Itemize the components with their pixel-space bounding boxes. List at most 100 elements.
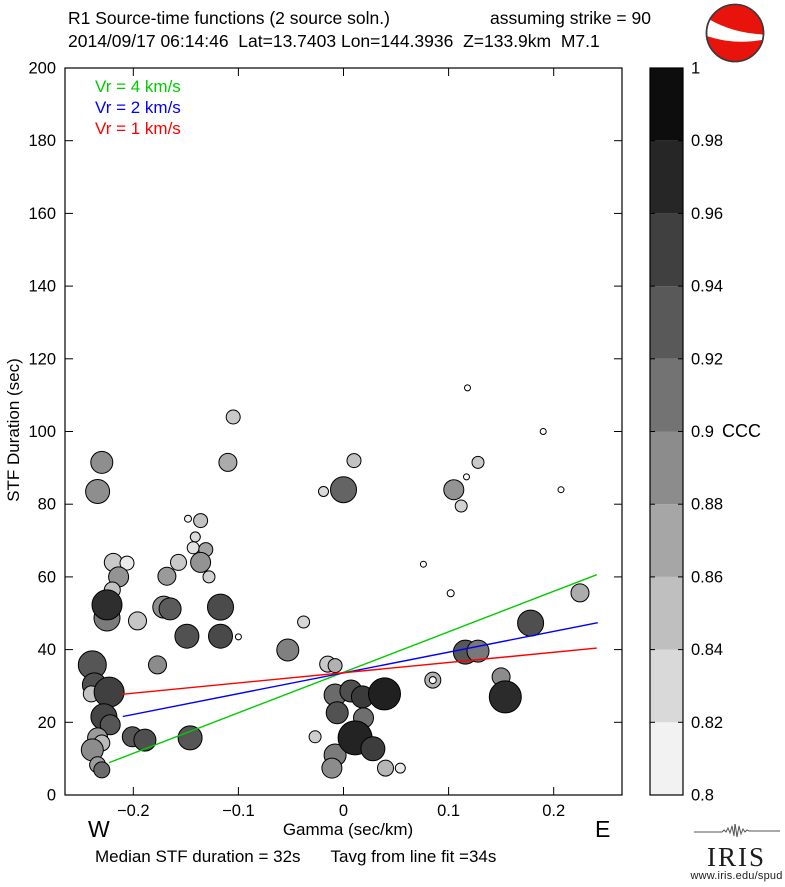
fit-line bbox=[122, 622, 598, 718]
data-point bbox=[128, 611, 147, 631]
data-point bbox=[557, 486, 565, 494]
data-point bbox=[517, 609, 545, 637]
stats-median: Median STF duration = 32s bbox=[95, 847, 301, 866]
y-tick-label: 0 bbox=[47, 787, 56, 805]
data-point bbox=[346, 453, 362, 469]
colorbar-segment bbox=[650, 576, 683, 650]
colorbar-tick-label: 0.88 bbox=[691, 496, 723, 514]
colorbar-tick-label: 0.82 bbox=[691, 714, 723, 732]
data-point bbox=[193, 513, 209, 529]
data-point bbox=[308, 730, 322, 744]
colorbar-segment bbox=[650, 722, 683, 795]
data-point bbox=[570, 583, 590, 603]
legend-item-vr1: Vr = 1 km/s bbox=[95, 119, 181, 138]
colorbar-tick-label: 0.8 bbox=[691, 787, 714, 805]
colorbar-segment bbox=[650, 140, 683, 214]
colorbar-tick-label: 0.84 bbox=[691, 641, 723, 659]
data-point bbox=[133, 728, 157, 752]
y-axis-label: STF Duration (sec) bbox=[4, 358, 23, 502]
legend-item-vr4: Vr = 4 km/s bbox=[95, 77, 181, 96]
legend-item-vr2: Vr = 2 km/s bbox=[95, 98, 181, 117]
colorbar-tick-label: 0.96 bbox=[691, 205, 723, 223]
data-point bbox=[368, 677, 401, 711]
colorbar-segment bbox=[650, 68, 683, 141]
iris-wordmark: IRIS bbox=[706, 842, 766, 872]
data-point bbox=[377, 759, 394, 777]
data-point bbox=[488, 680, 522, 714]
title-line1-main: R1 Source-time functions (2 source soln.… bbox=[68, 8, 390, 28]
colorbar-segment bbox=[650, 358, 683, 432]
west-label: W bbox=[88, 816, 110, 842]
y-tick-label: 80 bbox=[38, 496, 56, 514]
y-tick-label: 140 bbox=[28, 278, 56, 296]
colorbar-tick-label: 0.94 bbox=[691, 278, 723, 296]
data-point bbox=[91, 589, 123, 621]
data-point bbox=[157, 566, 177, 586]
data-point bbox=[202, 570, 216, 584]
data-point bbox=[360, 736, 386, 762]
fit-line bbox=[108, 574, 598, 764]
iris-logo: IRIS www.iris.edu/spud bbox=[688, 822, 785, 882]
data-point bbox=[93, 761, 111, 779]
data-point bbox=[454, 499, 468, 513]
data-point bbox=[463, 473, 470, 481]
x-tick-label: −0.1 bbox=[222, 802, 255, 820]
stats-note: Median STF duration = 32s Tavg from line … bbox=[95, 847, 496, 867]
colorbar-segment bbox=[650, 431, 683, 505]
colorbar-tick-label: 0.86 bbox=[691, 568, 723, 586]
title-line2-event-info: 2014/09/17 06:14:46 Lat=13.7403 Lon=144.… bbox=[68, 31, 600, 51]
colorbar-title: CCC bbox=[722, 421, 761, 441]
data-point bbox=[158, 597, 182, 621]
data-point bbox=[85, 479, 111, 504]
colorbar-segment bbox=[650, 213, 683, 287]
data-point bbox=[327, 658, 343, 674]
stats-tavg: Tavg from line fit =34s bbox=[330, 847, 497, 866]
y-tick-label: 20 bbox=[38, 714, 56, 732]
data-point bbox=[190, 551, 212, 573]
y-tick-label: 60 bbox=[38, 568, 56, 586]
data-point bbox=[321, 757, 343, 779]
colorbar-tick-label: 0.98 bbox=[691, 132, 723, 150]
data-point bbox=[446, 589, 455, 598]
data-point bbox=[419, 560, 427, 568]
data-point bbox=[428, 676, 437, 685]
data-point bbox=[93, 676, 125, 708]
data-point bbox=[218, 452, 238, 472]
y-tick-label: 40 bbox=[38, 641, 56, 659]
title-line1-strike: assuming strike = 90 bbox=[490, 8, 651, 28]
data-point bbox=[189, 531, 201, 543]
east-label: E bbox=[595, 816, 611, 842]
data-point bbox=[186, 541, 200, 555]
colorbar-tick-label: 0.92 bbox=[691, 350, 723, 368]
data-point bbox=[148, 655, 167, 675]
data-point bbox=[325, 701, 349, 725]
colorbar-tick-label: 1 bbox=[691, 60, 700, 78]
x-tick-label: 0 bbox=[339, 802, 348, 820]
seismogram-icon bbox=[693, 822, 780, 838]
data-point bbox=[90, 450, 114, 474]
data-point bbox=[234, 633, 242, 641]
data-point bbox=[297, 615, 311, 629]
data-point bbox=[443, 479, 465, 501]
legend: Vr = 4 km/s Vr = 2 km/s Vr = 1 km/s bbox=[95, 76, 181, 139]
y-tick-label: 200 bbox=[28, 60, 56, 78]
x-tick-label: 0.2 bbox=[542, 802, 565, 820]
data-point bbox=[177, 725, 203, 751]
colorbar-segment bbox=[650, 649, 683, 723]
y-tick-label: 160 bbox=[28, 205, 56, 223]
data-point bbox=[225, 409, 241, 425]
data-point bbox=[464, 384, 471, 392]
y-tick-label: 180 bbox=[28, 132, 56, 150]
data-point bbox=[207, 593, 234, 621]
colorbar-segment bbox=[650, 286, 683, 359]
data-point bbox=[394, 762, 406, 774]
data-point bbox=[330, 476, 357, 504]
data-point bbox=[184, 514, 192, 523]
fit-line bbox=[121, 647, 597, 695]
y-tick-label: 120 bbox=[28, 350, 56, 368]
beachball-icon bbox=[705, 3, 765, 63]
x-axis-label: Gamma (sec/km) bbox=[282, 820, 414, 839]
data-point bbox=[119, 555, 135, 571]
